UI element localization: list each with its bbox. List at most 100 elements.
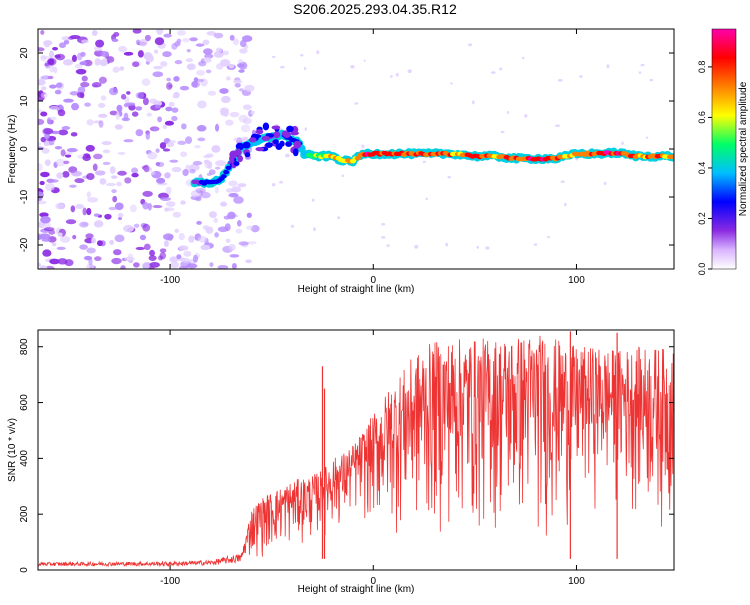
noise-blob [235,228,243,234]
colorbar-tick-label: 0.0 [697,263,707,276]
noise-blob [54,54,61,59]
ridge-point [220,174,227,179]
noise-blob [43,40,53,46]
noise-blob [99,59,108,67]
noise-blob [110,175,118,179]
noise-blob [206,172,213,176]
noise-blob [170,261,180,269]
noise-blob [65,154,72,158]
noise-blob [75,68,87,75]
noise-blob [70,205,76,213]
noise-blob [129,204,137,213]
noise-blob [197,137,206,142]
noise-blob [316,50,320,55]
noise-blob [158,255,163,261]
noise-blob [186,263,198,269]
noise-blob [99,178,107,185]
noise-blob [533,243,538,246]
noise-blob [41,147,50,154]
ridge-lobe [292,148,299,157]
noise-blob [165,201,176,207]
noise-blob [74,178,85,184]
noise-blob [114,234,125,243]
noise-blob [85,144,95,152]
spectrogram-x-tick-label: 100 [568,275,585,286]
noise-blob [468,43,473,47]
noise-blob [160,61,168,67]
noise-blob [153,127,159,132]
noise-blob [231,186,242,193]
ridge-lobe [272,139,279,145]
noise-blob [176,38,182,44]
noise-blob [162,51,172,58]
noise-blob [49,116,57,121]
noise-blob [111,257,122,265]
noise-blob [126,91,131,95]
noise-blob [178,232,185,241]
noise-blob [145,54,154,63]
noise-blob [135,129,144,137]
noise-blob [111,38,119,43]
noise-blob [169,256,179,263]
noise-blob [135,92,145,99]
noise-blob [185,58,194,62]
spectrogram-x-tick-label: -100 [160,275,180,286]
noise-blob [118,216,123,221]
noise-blob [40,75,51,80]
noise-blob [104,213,112,220]
snr-y-axis-label: SNR (10 * v/v) [7,418,18,482]
noise-blob [56,172,64,179]
noise-blob [71,54,77,63]
colorbar-tick-label: 0.4 [697,162,707,175]
noise-blob [202,39,210,46]
noise-blob [38,109,44,113]
noise-blob [39,212,49,218]
ridge-lobe [253,134,262,139]
noise-blob [47,179,59,183]
noise-blob [109,239,115,245]
noise-blob [94,170,106,176]
noise-blob [198,60,207,67]
noise-blob [108,87,119,96]
noise-blob [40,136,47,143]
noise-blob [49,50,54,59]
noise-blob [229,34,235,41]
noise-blob [213,217,218,223]
noise-blob [414,244,419,249]
noise-blob [238,241,249,246]
noise-blob [233,79,243,84]
noise-blob [226,76,231,81]
noise-blob [290,224,294,228]
noise-blob [86,191,92,198]
noise-blob [155,148,160,153]
noise-blob [166,77,172,82]
noise-blob [242,104,252,110]
noise-blob [304,127,307,132]
noise-blob [172,211,182,218]
noise-blob [131,172,139,178]
noise-blob [49,105,60,111]
ridge-lobe [262,122,270,131]
noise-blob [205,226,214,234]
noise-blob [138,38,148,47]
ridge-lobe [244,152,251,158]
noise-blob [51,242,57,247]
noise-blob [98,113,108,118]
snr-y-tick-label: 800 [19,338,30,355]
noise-blob [159,142,167,150]
noise-blob [192,160,203,166]
noise-blob [227,211,236,220]
noise-blob [121,117,131,122]
noise-blob [381,236,386,239]
noise-blob [236,219,242,227]
noise-blob [645,136,649,139]
noise-blob [225,238,231,243]
noise-blob [117,212,124,218]
noise-blob [229,254,240,258]
noise-blob [125,102,136,106]
noise-blob [109,166,116,174]
noise-blob [239,48,248,54]
noise-blob [81,39,89,44]
